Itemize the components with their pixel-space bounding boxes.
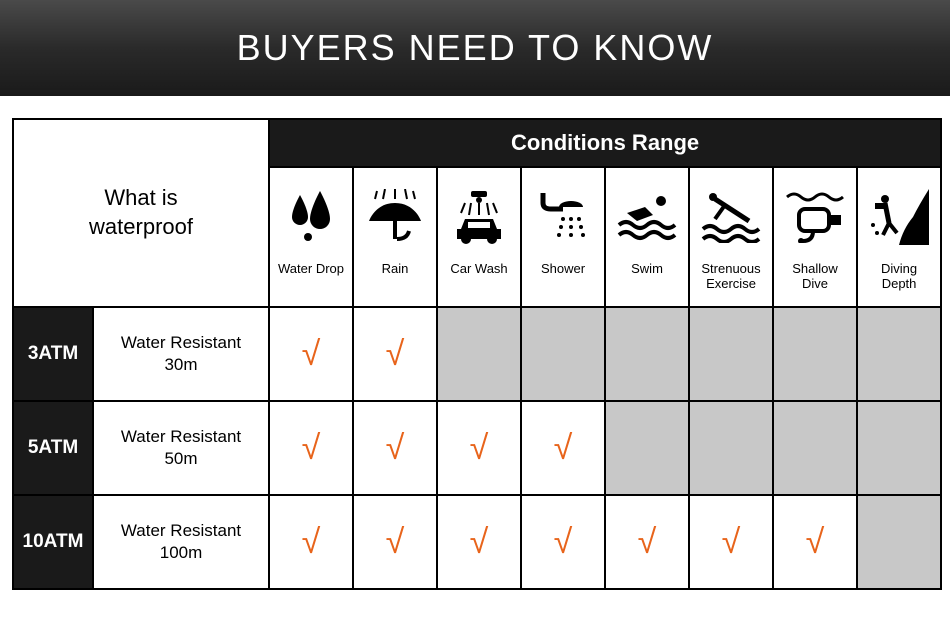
cell: [773, 401, 857, 495]
cell: [857, 307, 941, 401]
cell: [689, 401, 773, 495]
cell: √: [353, 495, 437, 589]
table-container: What iswaterproof Conditions Range Water…: [0, 96, 950, 590]
col-shallow-dive: ShallowDive: [773, 167, 857, 307]
check-icon: √: [722, 523, 741, 561]
col-label: Shower: [524, 262, 602, 277]
check-icon: √: [470, 429, 489, 467]
cell: [521, 307, 605, 401]
check-icon: √: [302, 335, 321, 373]
cell: [773, 307, 857, 401]
col-label: Water Drop: [272, 262, 350, 277]
atm-desc: Water Resistant30m: [93, 307, 269, 401]
banner: BUYERS NEED TO KNOW: [0, 0, 950, 96]
waterproof-table: What iswaterproof Conditions Range Water…: [12, 118, 942, 590]
diving-depth-icon: [860, 182, 938, 252]
conditions-header: Conditions Range: [269, 119, 941, 167]
col-label: Car Wash: [440, 262, 518, 277]
row-header-title: What iswaterproof: [13, 119, 269, 307]
atm-label: 10ATM: [13, 495, 93, 589]
col-water-drop: Water Drop: [269, 167, 353, 307]
car-wash-icon: [440, 182, 518, 252]
cell: [605, 307, 689, 401]
cell: [857, 495, 941, 589]
check-icon: √: [554, 523, 573, 561]
cell: √: [773, 495, 857, 589]
atm-label: 5ATM: [13, 401, 93, 495]
strenuous-exercise-icon: [692, 182, 770, 252]
cell: √: [689, 495, 773, 589]
swim-icon: [608, 182, 686, 252]
cell: [689, 307, 773, 401]
col-swim: Swim: [605, 167, 689, 307]
col-car-wash: Car Wash: [437, 167, 521, 307]
check-icon: √: [302, 523, 321, 561]
table-row: 3ATM Water Resistant30m √ √: [13, 307, 941, 401]
check-icon: √: [386, 335, 405, 373]
shower-icon: [524, 182, 602, 252]
col-strenuous: StrenuousExercise: [689, 167, 773, 307]
check-icon: √: [302, 429, 321, 467]
water-drop-icon: [272, 182, 350, 252]
col-label: StrenuousExercise: [692, 262, 770, 292]
col-label: DivingDepth: [860, 262, 938, 292]
cell: √: [521, 401, 605, 495]
col-label: Rain: [356, 262, 434, 277]
check-icon: √: [806, 523, 825, 561]
cell: [605, 401, 689, 495]
cell: √: [437, 495, 521, 589]
check-icon: √: [470, 523, 489, 561]
col-diving-depth: DivingDepth: [857, 167, 941, 307]
atm-desc: Water Resistant50m: [93, 401, 269, 495]
col-shower: Shower: [521, 167, 605, 307]
check-icon: √: [554, 429, 573, 467]
cell: √: [437, 401, 521, 495]
cell: √: [269, 495, 353, 589]
cell: √: [269, 307, 353, 401]
col-label: ShallowDive: [776, 262, 854, 292]
cell: √: [269, 401, 353, 495]
cell: [857, 401, 941, 495]
table-row: 5ATM Water Resistant50m √ √ √ √: [13, 401, 941, 495]
atm-desc: Water Resistant100m: [93, 495, 269, 589]
check-icon: √: [386, 429, 405, 467]
banner-title: BUYERS NEED TO KNOW: [237, 27, 714, 69]
rain-icon: [356, 182, 434, 252]
cell: √: [353, 307, 437, 401]
col-label: Swim: [608, 262, 686, 277]
table-row: 10ATM Water Resistant100m √ √ √ √ √ √ √: [13, 495, 941, 589]
atm-label: 3ATM: [13, 307, 93, 401]
col-rain: Rain: [353, 167, 437, 307]
cell: √: [521, 495, 605, 589]
check-icon: √: [638, 523, 657, 561]
cell: [437, 307, 521, 401]
shallow-dive-icon: [776, 182, 854, 252]
check-icon: √: [386, 523, 405, 561]
cell: √: [605, 495, 689, 589]
cell: √: [353, 401, 437, 495]
